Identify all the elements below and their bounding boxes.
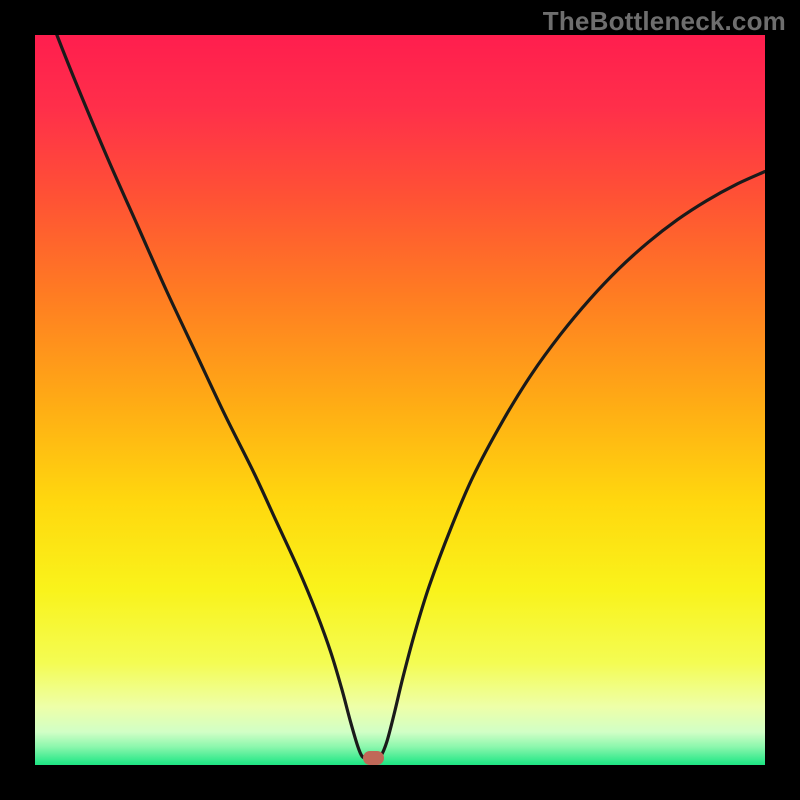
- bottleneck-minimum-marker: [363, 751, 384, 765]
- bottleneck-chart: [35, 35, 765, 765]
- watermark-text: TheBottleneck.com: [543, 6, 786, 37]
- chart-frame: TheBottleneck.com: [0, 0, 800, 800]
- chart-background-gradient: [35, 35, 765, 765]
